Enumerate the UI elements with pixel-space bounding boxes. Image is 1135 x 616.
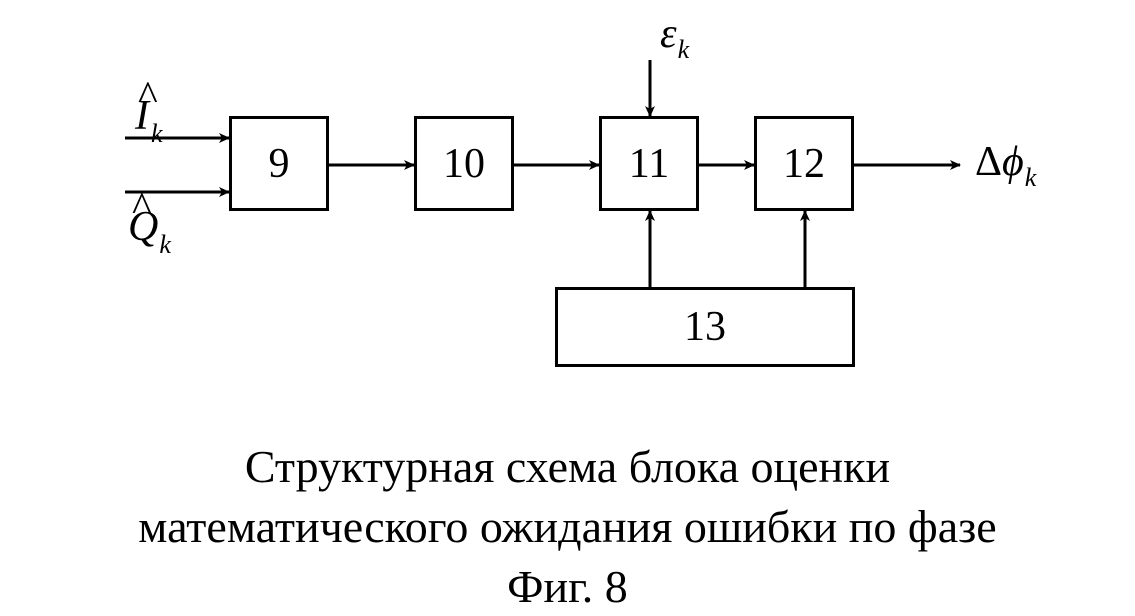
figure-number: Фиг. 8 [0,560,1135,613]
block-11-label: 11 [629,140,669,188]
block-13: 13 [555,287,855,367]
input-label-Q-hat-k: ^Qk [128,203,170,256]
block-13-label: 13 [684,303,726,351]
block-12-label: 12 [783,140,825,188]
caption-line-2: математического ожидания ошибки по фазе [0,500,1135,553]
block-11: 11 [599,116,699,211]
block-9-label: 9 [269,140,290,188]
block-10-label: 10 [443,140,485,188]
input-label-epsilon-k: εk [660,10,688,63]
input-label-I-hat-k: ^Ik [135,92,161,145]
diagram-stage: 9 10 11 12 13 ^Ik ^Qk εk Δϕk Структурная… [0,0,1135,616]
block-10: 10 [414,116,514,211]
caption-line-1: Структурная схема блока оценки [0,440,1135,493]
output-label-delta-phi-k: Δϕk [975,138,1035,191]
block-12: 12 [754,116,854,211]
block-9: 9 [229,116,329,211]
